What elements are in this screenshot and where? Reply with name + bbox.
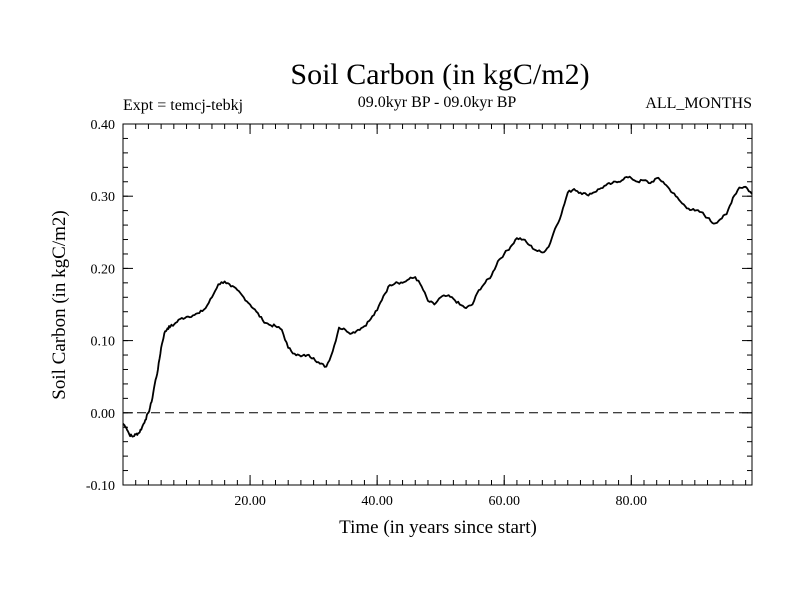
y-axis-label: Soil Carbon (in kgC/m2)	[49, 210, 70, 399]
y-tick-labels: -0.10 0.00 0.10 0.20 0.30 0.40	[86, 118, 115, 494]
x-tick-label: 20.00	[234, 494, 266, 509]
months-label: ALL_MONTHS	[645, 95, 752, 112]
x-tick-label: 40.00	[361, 494, 393, 509]
experiment-label: Expt = temcj-tebkj	[123, 97, 243, 114]
soil-carbon-series-line	[122, 175, 753, 438]
y-tick-label: 0.40	[91, 118, 116, 133]
x-tick-labels: 20.00 40.00 60.00 80.00	[234, 494, 647, 509]
y-tick-label: -0.10	[86, 479, 115, 494]
y-tick-label: 0.20	[91, 262, 116, 277]
x-axis-label: Time (in years since start)	[339, 517, 537, 538]
y-tick-label: 0.10	[91, 335, 116, 350]
x-tick-label: 80.00	[616, 494, 648, 509]
chart-subtitle: 09.0kyr BP - 09.0kyr BP	[358, 94, 517, 111]
chart-title: Soil Carbon (in kgC/m2)	[290, 58, 589, 91]
plot-frame	[122, 123, 753, 486]
y-tick-label: 0.30	[91, 190, 116, 205]
y-tick-label: 0.00	[91, 407, 116, 422]
x-tick-label: 60.00	[488, 494, 520, 509]
